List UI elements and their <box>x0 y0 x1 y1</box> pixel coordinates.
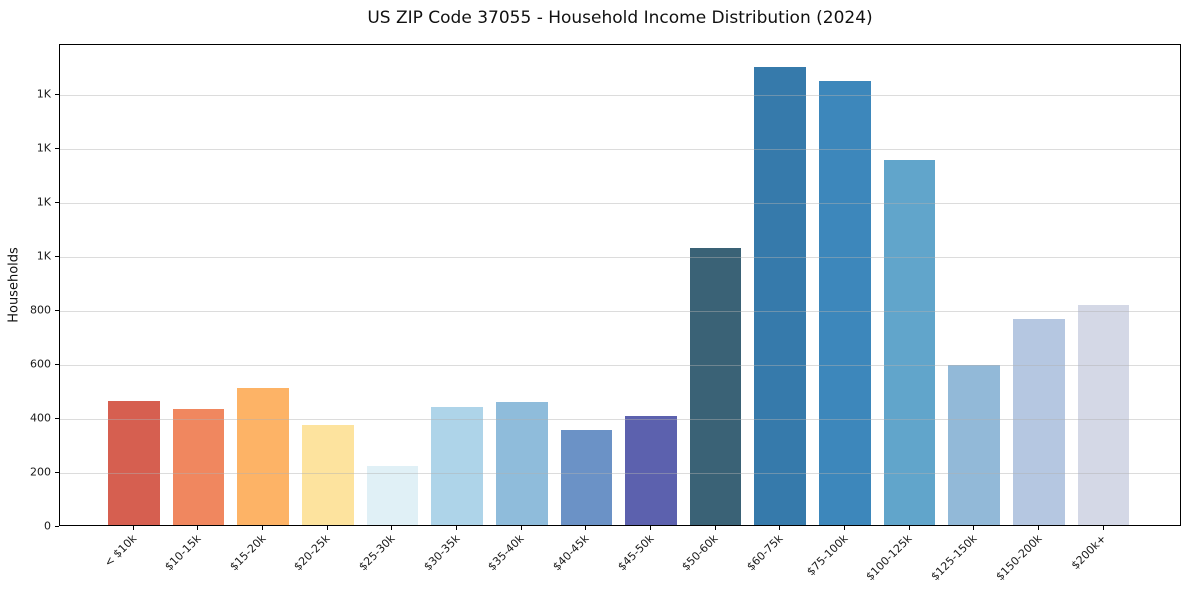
chart-title: US ZIP Code 37055 - Household Income Dis… <box>367 8 873 28</box>
y-tick-label: 800 <box>30 303 51 317</box>
x-tick-label: $75-100k <box>803 532 851 579</box>
x-tick <box>843 526 845 530</box>
x-tick <box>132 526 134 530</box>
gridline-y <box>60 419 1180 421</box>
x-tick-label: $100-125k <box>863 532 915 584</box>
x-tick-label: $50-60k <box>679 532 721 574</box>
bar-125-150k <box>948 365 1001 525</box>
x-tick-label: $125-150k <box>928 532 980 584</box>
bar-45-50k <box>625 415 677 525</box>
gridline-y <box>60 257 1180 259</box>
bar-50-60k <box>689 248 742 525</box>
x-tick-label: $40-45k <box>550 532 592 574</box>
y-tick-label: 1K <box>36 141 51 155</box>
x-tick <box>391 526 393 530</box>
bar-15-20k <box>237 388 289 525</box>
bar-20-25k <box>301 424 354 525</box>
x-tick-label: $200k+ <box>1068 532 1109 573</box>
x-tick <box>585 526 587 530</box>
y-tick <box>55 472 59 474</box>
y-tick <box>55 418 59 420</box>
x-tick-label: $10-15k <box>162 532 204 574</box>
x-tick <box>326 526 328 530</box>
x-tick <box>456 526 458 530</box>
y-tick <box>55 256 59 258</box>
gridline-y <box>60 365 1180 367</box>
x-tick <box>1037 526 1039 530</box>
y-tick-label: 1K <box>36 87 51 101</box>
x-tick-label: $20-25k <box>291 532 333 574</box>
y-tick-label: 600 <box>30 357 51 371</box>
gridline-y <box>60 149 1180 151</box>
bar-150-200k <box>1013 319 1065 525</box>
gridline-y <box>60 311 1180 313</box>
y-tick-label: 1K <box>36 195 51 209</box>
x-tick <box>650 526 651 530</box>
x-tick <box>197 526 199 530</box>
x-tick <box>908 526 910 530</box>
bar-75-100k <box>819 80 871 525</box>
x-tick-label: < $10k <box>101 532 139 570</box>
y-tick <box>55 148 59 150</box>
x-tick <box>714 526 716 530</box>
x-tick-label: $45-50k <box>614 532 657 574</box>
bar-25-30k <box>366 466 419 525</box>
bar-35-40k <box>495 401 548 525</box>
y-tick-label: 1K <box>36 249 51 263</box>
y-tick <box>55 364 59 366</box>
x-tick <box>262 526 264 530</box>
y-tick <box>55 526 59 527</box>
bar-200k <box>1077 305 1130 525</box>
gridline-y <box>60 95 1180 97</box>
x-tick-label: $150-200k <box>992 532 1045 584</box>
y-tick <box>55 94 59 96</box>
x-tick-label: $30-35k <box>420 532 463 574</box>
x-tick-label: $15-20k <box>227 532 269 574</box>
y-tick <box>55 202 59 204</box>
bar-10k <box>107 400 160 525</box>
x-tick <box>779 526 781 530</box>
y-tick-label: 400 <box>30 411 51 425</box>
x-tick <box>1102 526 1104 530</box>
plot-area <box>59 44 1181 526</box>
x-tick <box>520 526 522 530</box>
x-tick-label: $35-40k <box>485 532 527 574</box>
x-tick-label: $60-75k <box>744 532 786 574</box>
y-tick <box>55 310 59 312</box>
y-tick-label: 200 <box>30 465 51 479</box>
bar-100-125k <box>883 159 936 525</box>
bar-60-75k <box>754 66 807 525</box>
x-tick <box>973 526 975 530</box>
gridline-y <box>60 473 1180 475</box>
bar-10-15k <box>172 408 225 525</box>
x-tick-label: $25-30k <box>356 532 398 574</box>
y-tick-label: 0 <box>44 519 51 533</box>
bar-40-45k <box>560 430 613 525</box>
gridline-y <box>60 203 1180 205</box>
bar-30-35k <box>431 407 483 525</box>
